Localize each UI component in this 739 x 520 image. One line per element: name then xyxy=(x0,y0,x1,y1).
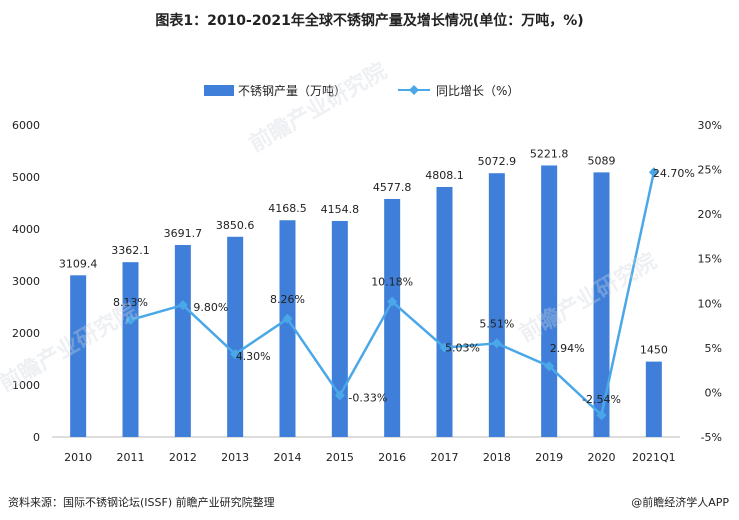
bar xyxy=(436,186,453,437)
bar xyxy=(593,172,610,437)
y-right-tick-label: 20% xyxy=(698,208,722,221)
growth-value-label: 5.51% xyxy=(479,317,514,330)
bar-value-label: 5089 xyxy=(588,154,616,167)
y-right-tick-label: 30% xyxy=(698,119,722,132)
x-tick-label: 2016 xyxy=(378,451,406,464)
y-left-tick-label: 6000 xyxy=(12,119,40,132)
legend-bar-label: 不锈钢产量（万吨） xyxy=(238,84,346,98)
bar xyxy=(384,198,401,437)
bar xyxy=(331,220,348,437)
source-note: 资料来源：国际不锈钢论坛(ISSF) 前瞻产业研究院整理 xyxy=(8,496,275,509)
bar xyxy=(488,173,505,437)
growth-value-label: 8.26% xyxy=(270,293,305,306)
growth-value-label: -2.54% xyxy=(582,393,621,406)
y-left-tick-label: 0 xyxy=(33,431,40,444)
y-right-tick-label: 15% xyxy=(698,253,722,266)
bar-value-label: 4577.8 xyxy=(373,181,412,194)
growth-value-label: 10.18% xyxy=(371,276,413,289)
legend-line-label: 同比增长（%） xyxy=(436,84,519,98)
x-tick-label: 2015 xyxy=(326,451,354,464)
bar-value-label: 4168.5 xyxy=(268,202,307,215)
growth-value-label: 2.94% xyxy=(550,342,585,355)
x-tick-label: 2010 xyxy=(64,451,92,464)
growth-value-label: 9.80% xyxy=(193,301,228,314)
growth-point xyxy=(282,313,293,324)
bar-value-label: 1450 xyxy=(640,344,668,357)
growth-point xyxy=(125,314,136,325)
growth-point xyxy=(439,342,450,353)
x-tick-label: 2019 xyxy=(535,451,563,464)
bar xyxy=(174,245,191,437)
bar-value-label: 5072.9 xyxy=(478,155,517,168)
bar xyxy=(279,220,296,437)
bar xyxy=(645,361,662,437)
y-right-tick-label: -5% xyxy=(701,431,722,444)
growth-value-label: 5.03% xyxy=(445,342,480,355)
bar-value-label: 3850.6 xyxy=(216,219,255,232)
x-tick-label: 2018 xyxy=(483,451,511,464)
chart-title: 图表1：2010-2021年全球不锈钢产量及增长情况(单位：万吨，%) xyxy=(155,13,584,29)
legend-line-marker xyxy=(409,85,419,95)
x-tick-label: 2014 xyxy=(274,451,302,464)
y-left-tick-label: 5000 xyxy=(12,171,40,184)
x-tick-label: 2011 xyxy=(117,451,145,464)
growth-value-label: 8.13% xyxy=(113,296,148,309)
x-tick-label: 2017 xyxy=(431,451,459,464)
growth-value-label: 24.70% xyxy=(653,167,695,180)
growth-value-label: -0.33% xyxy=(348,391,387,404)
x-tick-label: 2013 xyxy=(221,451,249,464)
brand-credit: @前瞻经济学人APP xyxy=(631,496,729,509)
bar-value-label: 3691.7 xyxy=(164,227,203,240)
growth-point xyxy=(544,361,555,372)
growth-point xyxy=(334,390,345,401)
y-right-tick-label: 5% xyxy=(705,342,722,355)
bar-value-label: 4808.1 xyxy=(425,169,464,182)
x-tick-label: 2020 xyxy=(588,451,616,464)
y-right-tick-label: 25% xyxy=(698,164,722,177)
growth-point xyxy=(230,349,241,360)
x-tick-label: 2021Q1 xyxy=(632,451,676,464)
bar xyxy=(70,275,87,437)
bar xyxy=(227,236,244,437)
growth-point xyxy=(648,167,659,178)
growth-point xyxy=(596,410,607,421)
y-left-tick-label: 4000 xyxy=(12,223,40,236)
bar xyxy=(541,165,558,437)
bar-value-label: 3362.1 xyxy=(111,244,150,257)
y-left-tick-label: 2000 xyxy=(12,327,40,340)
y-left-tick-label: 3000 xyxy=(12,275,40,288)
x-tick-label: 2012 xyxy=(169,451,197,464)
growth-value-label: 4.30% xyxy=(236,350,271,363)
bar-value-label: 3109.4 xyxy=(59,257,98,270)
bar-value-label: 5221.8 xyxy=(530,147,569,160)
y-left-tick-label: 1000 xyxy=(12,379,40,392)
bar xyxy=(122,262,139,437)
growth-point xyxy=(387,296,398,307)
bar-value-label: 4154.8 xyxy=(321,203,360,216)
growth-point xyxy=(491,338,502,349)
growth-point xyxy=(177,300,188,311)
y-right-tick-label: 10% xyxy=(698,297,722,310)
legend-bar-swatch xyxy=(204,85,234,96)
y-right-tick-label: 0% xyxy=(705,386,722,399)
